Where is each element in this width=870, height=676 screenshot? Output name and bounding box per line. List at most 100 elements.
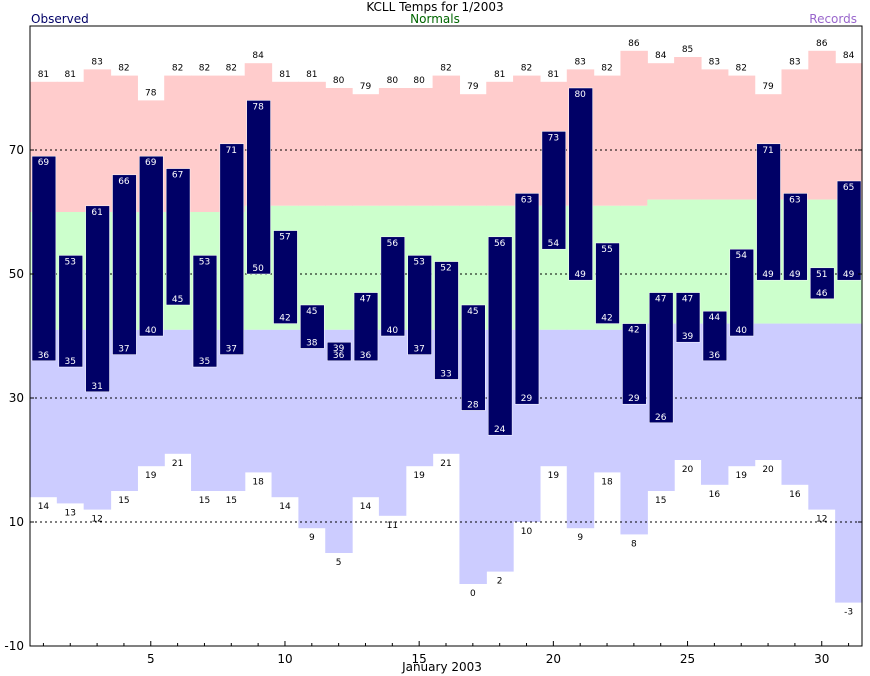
observed-high-label: 67 — [172, 171, 183, 181]
observed-bar — [273, 230, 298, 324]
observed-high-label: 47 — [360, 295, 371, 305]
record-high-label: 78 — [145, 88, 157, 98]
observed-low-label: 42 — [279, 314, 290, 324]
observed-bar — [31, 155, 57, 362]
observed-high-label: 71 — [762, 146, 773, 156]
record-high-label: 80 — [413, 76, 425, 86]
record-high-band — [593, 75, 622, 206]
x-tick-label: 5 — [147, 652, 155, 666]
record-low-band — [325, 329, 353, 553]
value-labels: 6936811453358113613183126637821569407819… — [38, 39, 855, 618]
record-high-label: 82 — [226, 64, 237, 74]
record-high-band — [378, 88, 407, 206]
observed-bar — [246, 100, 271, 275]
record-low-label: 9 — [309, 533, 315, 543]
record-high-label: 81 — [494, 70, 505, 80]
record-high-label: 81 — [65, 70, 76, 80]
normal-band — [700, 199, 729, 324]
record-low-label: 13 — [65, 508, 76, 518]
observed-high-label: 45 — [467, 307, 478, 317]
observed-low-label: 50 — [252, 264, 264, 274]
record-high-label: 81 — [548, 70, 559, 80]
record-high-label: 82 — [521, 64, 532, 74]
observed-high-label: 71 — [226, 146, 237, 156]
observed-low-label: 49 — [789, 270, 801, 280]
record-low-label: 20 — [762, 465, 774, 475]
record-high-label: 79 — [762, 82, 774, 92]
record-low-label: 10 — [521, 527, 533, 537]
observed-low-label: 33 — [440, 369, 451, 379]
record-low-label: 15 — [226, 496, 237, 506]
record-high-label: 84 — [843, 51, 855, 61]
record-low-label: 19 — [145, 471, 157, 481]
observed-high-label: 63 — [521, 195, 532, 205]
record-high-band — [674, 57, 702, 200]
record-low-label: 21 — [440, 459, 451, 469]
record-high-label: 84 — [655, 51, 667, 61]
normal-band — [808, 199, 836, 324]
record-high-label: 85 — [682, 45, 693, 55]
record-high-band — [191, 75, 219, 212]
normal-band — [620, 205, 648, 330]
record-high-label: 82 — [735, 64, 746, 74]
record-high-label: 79 — [360, 82, 372, 92]
legend-observed: Observed — [31, 12, 89, 26]
record-high-label: 83 — [91, 57, 102, 67]
y-tick-label: -10 — [4, 639, 24, 653]
observed-bar — [85, 205, 110, 393]
observed-low-label: 46 — [816, 289, 828, 299]
observed-low-label: 29 — [628, 394, 640, 404]
record-high-band — [271, 81, 299, 206]
observed-low-label: 37 — [118, 345, 129, 355]
observed-high-label: 57 — [279, 233, 290, 243]
record-low-label: 20 — [682, 465, 694, 475]
observed-high-label: 39 — [333, 344, 345, 354]
observed-low-label: 54 — [548, 239, 560, 249]
record-low-band — [110, 329, 138, 491]
record-low-label: 2 — [497, 577, 503, 587]
observed-bar — [461, 304, 486, 411]
record-high-band — [808, 50, 836, 200]
observed-low-label: 36 — [709, 351, 721, 361]
record-low-label: 16 — [709, 490, 721, 500]
observed-high-label: 63 — [789, 195, 800, 205]
record-low-label: 14 — [360, 502, 372, 512]
record-high-band — [298, 81, 326, 206]
record-high-label: 82 — [199, 64, 210, 74]
x-axis-title: January 2003 — [401, 660, 482, 674]
observed-low-label: 49 — [762, 270, 774, 280]
record-high-label: 81 — [38, 70, 49, 80]
record-high-band — [486, 81, 514, 206]
observed-high-label: 78 — [252, 102, 264, 112]
observed-bar — [58, 255, 83, 368]
observed-high-label: 54 — [735, 251, 747, 261]
observed-high-label: 53 — [413, 257, 424, 267]
observed-low-label: 49 — [843, 270, 855, 280]
chart-title: KCLL Temps for 1/2003 — [366, 0, 504, 14]
record-low-band — [271, 329, 299, 498]
observed-bar — [702, 310, 728, 362]
observed-high-label: 53 — [199, 257, 210, 267]
observed-high-label: 45 — [306, 307, 317, 317]
record-low-label: 8 — [631, 539, 637, 549]
observed-bar — [649, 292, 674, 424]
observed-bar — [783, 193, 808, 281]
observed-high-label: 44 — [709, 313, 721, 323]
record-high-label: 82 — [118, 64, 129, 74]
record-low-label: 16 — [789, 490, 801, 500]
record-low-band — [781, 323, 809, 485]
x-tick-label: 15 — [412, 652, 427, 666]
record-high-band — [325, 88, 353, 206]
record-high-band — [835, 63, 863, 200]
observed-high-label: 69 — [145, 158, 157, 168]
record-high-band — [56, 81, 85, 212]
record-high-band — [727, 75, 756, 200]
record-high-label: 81 — [279, 70, 290, 80]
observed-bar — [810, 267, 835, 300]
observed-high-label: 66 — [118, 177, 130, 187]
observed-high-label: 47 — [682, 295, 693, 305]
record-high-label: 83 — [574, 57, 585, 67]
observed-low-label: 37 — [226, 345, 237, 355]
observed-low-label: 36 — [333, 351, 345, 361]
observed-bar — [434, 261, 459, 380]
